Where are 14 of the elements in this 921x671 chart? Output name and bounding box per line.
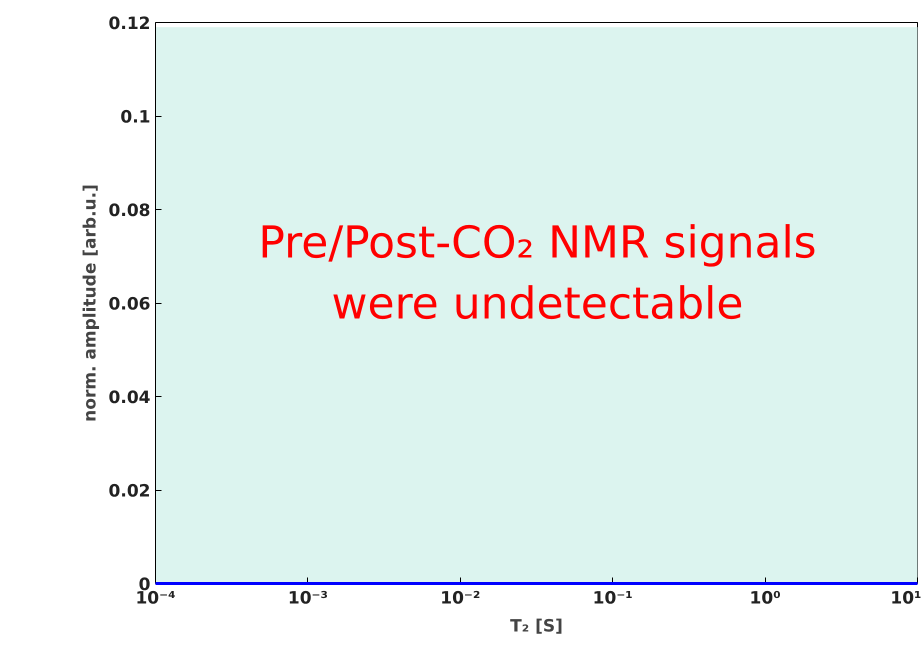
x-tick-label: 10⁻¹ bbox=[592, 588, 633, 608]
y-axis-title: norm. amplitude [arb.u.] bbox=[80, 184, 101, 422]
y-tick-label: 0.08 bbox=[108, 201, 151, 221]
y-tick-label: 0.12 bbox=[108, 14, 151, 34]
x-tick-label: 10⁰ bbox=[750, 588, 781, 608]
y-tick-label: 0.06 bbox=[108, 294, 151, 314]
x-tick-label: 10¹ bbox=[890, 588, 921, 608]
x-tick-label: 10⁻² bbox=[440, 588, 480, 608]
y-tick-label: 0.04 bbox=[108, 388, 151, 408]
y-tick-label: 0.1 bbox=[120, 108, 151, 128]
y-tick-label: 0.02 bbox=[108, 482, 151, 502]
x-axis-title: T₂ [S] bbox=[510, 616, 563, 636]
x-tick-label: 10⁻³ bbox=[288, 588, 328, 608]
annotation: Pre/Post-CO₂ NMR signals were undetectable bbox=[258, 217, 817, 330]
